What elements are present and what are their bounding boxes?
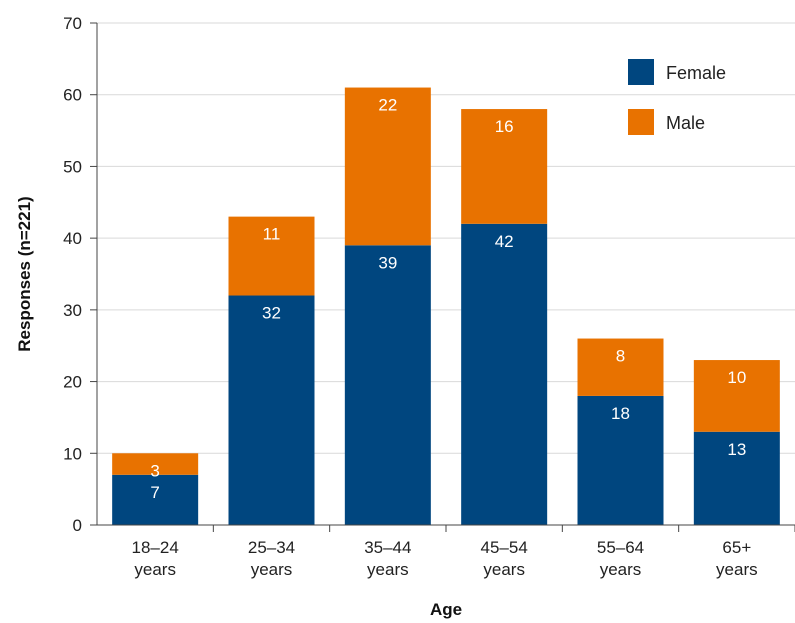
y-tick-label: 40 [63,229,82,248]
y-tick-label: 50 [63,157,82,176]
y-axis-title: Responses (n=221) [15,196,34,351]
x-tick-label-line: 25–34 [248,538,295,557]
y-tick-label: 0 [73,516,82,535]
x-tick-label-line: years [134,560,176,579]
y-tick-label: 30 [63,301,82,320]
female-bar [461,223,548,526]
x-tick-label-line: years [483,560,525,579]
y-tick-label: 10 [63,444,82,463]
x-tick-label-line: 65+ [722,538,751,557]
x-tick-label-line: years [716,560,758,579]
gridlines [97,22,795,454]
y-tick-label: 20 [63,373,82,392]
female-value-label: 18 [611,404,630,423]
x-tick-label: 18–24 years [132,538,179,579]
male-value-label: 3 [150,461,159,480]
female-value-label: 13 [727,440,746,459]
x-tick-label-line: 35–44 [364,538,411,557]
y-axis-ticks: 0 10 20 30 40 50 60 70 [63,14,97,535]
x-tick-label-line: years [600,560,642,579]
male-legend-label: Male [666,113,705,133]
male-legend-swatch [628,109,654,135]
female-value-label: 39 [378,253,397,272]
female-legend-label: Female [666,63,726,83]
female-value-label: 32 [262,304,281,323]
y-tick-label: 70 [63,14,82,33]
x-tick-label-line: 55–64 [597,538,644,557]
female-bar [577,395,664,525]
x-axis-ticks: 18–24 years 25–34 years 35–44 years 45–54 years… [132,525,795,579]
x-axis-title: Age [430,600,462,619]
female-bar [693,431,780,525]
y-tick-label: 60 [63,86,82,105]
female-value-label: 42 [495,232,514,251]
female-bar [112,474,199,525]
male-bar [577,338,664,396]
male-bar [228,216,315,296]
male-value-label: 8 [616,347,625,366]
x-tick-label: 45–54 years [481,538,528,579]
female-legend-swatch [628,59,654,85]
x-tick-label-line: years [251,560,293,579]
male-bar [344,87,431,246]
x-tick-label: 55–64 years [597,538,644,579]
female-bar [344,245,431,526]
male-value-label: 22 [378,96,397,115]
male-bar [693,360,780,432]
male-bar [461,109,548,224]
x-tick-label-line: 45–54 [481,538,528,557]
female-bar [228,295,315,525]
male-value-label: 10 [727,368,746,387]
x-tick-label: 35–44 years [364,538,411,579]
x-tick-label: 65+ years [716,538,758,579]
male-value-label: 16 [495,117,514,136]
legend: Female Male [628,59,726,135]
x-tick-label-line: 18–24 [132,538,179,557]
male-bar [112,453,199,475]
female-value-label: 7 [150,483,159,502]
x-tick-label-line: years [367,560,409,579]
male-value-label: 11 [263,225,281,244]
bars: 7 3 32 11 39 22 42 16 18 8 13 10 [112,87,780,526]
x-tick-label: 25–34 years [248,538,295,579]
